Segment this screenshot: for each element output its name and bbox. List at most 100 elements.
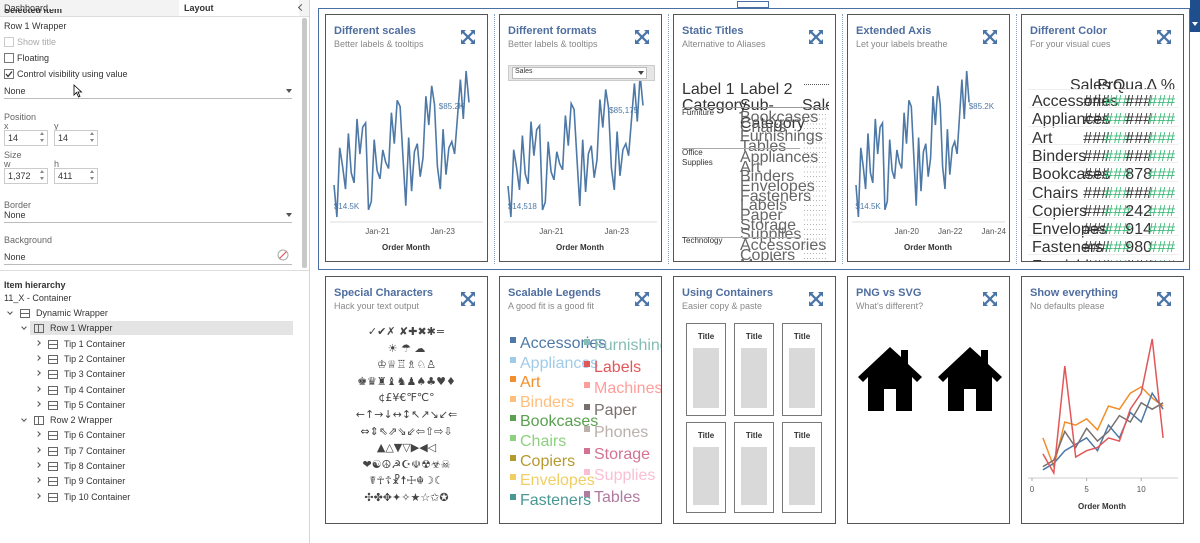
cell sm: ###	[1083, 166, 1110, 184]
group-rule	[682, 148, 800, 150]
expand-button[interactable]	[460, 29, 476, 45]
expand-button[interactable]	[634, 291, 650, 307]
field-label: Position	[4, 112, 37, 122]
category-label: Technology	[682, 236, 723, 246]
expand-arrows	[983, 292, 997, 306]
tab[interactable]: Dashboard	[4, 3, 49, 13]
number-value: 14	[58, 133, 69, 143]
number-input[interactable]	[54, 168, 98, 184]
expand-button[interactable]	[808, 291, 824, 307]
tree-item[interactable]: Row 2 Wrapper	[50, 415, 113, 426]
parameter-value sm[interactable]: Sales	[515, 68, 533, 75]
cell sm: ###	[1083, 129, 1110, 147]
tree-toggle[interactable]	[35, 446, 41, 453]
spinner-down[interactable]	[90, 139, 94, 142]
checkbox[interactable]	[4, 53, 14, 63]
expand-button[interactable]	[634, 29, 650, 45]
tree-item[interactable]: Tip 1 Container	[64, 338, 126, 349]
expand-button[interactable]	[1156, 291, 1172, 307]
container-placeholder	[741, 348, 767, 408]
dropdown-value[interactable]: None	[4, 86, 26, 96]
background-value[interactable]: None	[4, 252, 26, 262]
tree-item[interactable]: Tip 3 Container	[64, 369, 126, 380]
cell sm: ###	[1148, 129, 1175, 147]
parameter-box	[512, 67, 647, 79]
legend-label sm[interactable]: Tables	[594, 488, 641, 506]
expand-arrows	[983, 30, 997, 44]
number-input[interactable]	[4, 168, 48, 184]
checkbox-label[interactable]: Control visibility using value	[17, 69, 128, 79]
tab[interactable]	[179, 0, 299, 16]
legend-label sm[interactable]: Chairs	[520, 433, 567, 450]
cell sm: ###	[1148, 184, 1175, 202]
sub-category-label sm: Art	[740, 158, 761, 176]
spinner-down[interactable]	[40, 177, 44, 180]
tree-toggle[interactable]	[21, 324, 27, 331]
spinner-up[interactable]	[40, 132, 44, 135]
legend-label sm[interactable]: Envelopes	[520, 472, 595, 490]
legend-label sm[interactable]: Labels	[594, 358, 642, 376]
expand-button[interactable]	[808, 29, 824, 45]
cell sm: ###	[1125, 258, 1152, 261]
legend-label sm[interactable]: Appliances	[520, 354, 599, 372]
legend-label sm[interactable]: Machines	[594, 380, 662, 398]
legend-label sm[interactable]: Paper	[594, 402, 637, 420]
spinner-up[interactable]	[90, 132, 94, 135]
expand-button[interactable]	[982, 291, 998, 307]
tree-item[interactable]: Tip 8 Container	[64, 461, 126, 471]
checkbox-label[interactable]: Floating	[17, 53, 50, 63]
tree-toggle[interactable]	[35, 400, 41, 407]
tree-item[interactable]: Tip 10 Container	[64, 491, 131, 502]
legend-label sm[interactable]: Storage	[594, 445, 651, 463]
spinner-down[interactable]	[40, 139, 44, 142]
tile-title: Different formats	[508, 25, 597, 37]
tree-toggle[interactable]	[35, 370, 41, 377]
tree-toggle[interactable]	[35, 431, 41, 438]
legend-label sm[interactable]: Bookcases	[520, 413, 599, 431]
expand-button[interactable]	[982, 29, 998, 45]
expand-button[interactable]	[1156, 29, 1172, 45]
tree-item[interactable]: Tip 4 Container	[64, 384, 126, 395]
tree-item[interactable]: Row 1 Wrapper	[50, 323, 113, 334]
expand-button[interactable]	[460, 291, 476, 307]
legend-label sm[interactable]: Furnishings	[594, 337, 661, 354]
tree-toggle[interactable]	[21, 416, 27, 422]
group-rule	[682, 236, 800, 238]
legend-label sm[interactable]: Art	[520, 374, 541, 392]
legend-label sm[interactable]: Supplies	[594, 467, 656, 485]
tree-item[interactable]: Tip 6 Container	[64, 430, 126, 441]
tree-item[interactable]: Tip 2 Container	[64, 353, 126, 364]
legend-label sm[interactable]: Copiers	[520, 452, 576, 470]
tree-item[interactable]: Dynamic Wrapper	[36, 308, 108, 318]
legend-label sm[interactable]: Fasteners	[520, 491, 592, 509]
tree-item[interactable]: Tip 7 Container	[64, 445, 126, 456]
tile-divider	[842, 14, 843, 264]
resize-handle[interactable]	[737, 1, 769, 8]
tree-toggle[interactable]	[35, 385, 41, 392]
legend-label sm[interactable]: Binders	[520, 393, 575, 411]
tree-item[interactable]: Tip 5 Container	[64, 399, 126, 410]
spinner-up[interactable]	[90, 170, 94, 173]
tree-toggle[interactable]	[35, 462, 41, 468]
tree-toggle[interactable]	[35, 492, 41, 499]
spinner-down[interactable]	[90, 177, 94, 180]
legend-label sm[interactable]: Phones	[594, 423, 649, 441]
number-input[interactable]	[54, 130, 98, 146]
sales-line	[855, 70, 970, 218]
spinner-up[interactable]	[40, 170, 44, 173]
tab[interactable]: Layout	[184, 3, 214, 13]
tree-toggle[interactable]	[35, 355, 41, 361]
dropdown-value[interactable]: None	[4, 210, 26, 220]
cell sm: ###	[1148, 221, 1175, 239]
number-input[interactable]	[4, 130, 48, 146]
tree-item[interactable]: Tip 9 Container	[64, 476, 126, 487]
tree-toggle[interactable]	[35, 339, 41, 346]
side-strip[interactable]	[1190, 0, 1200, 32]
tile-title: Using Containers	[682, 287, 774, 299]
checkbox[interactable]	[4, 69, 14, 79]
tree-toggle[interactable]	[35, 477, 41, 484]
row-rule	[1028, 89, 1178, 90]
tree-toggle[interactable]	[7, 309, 13, 315]
